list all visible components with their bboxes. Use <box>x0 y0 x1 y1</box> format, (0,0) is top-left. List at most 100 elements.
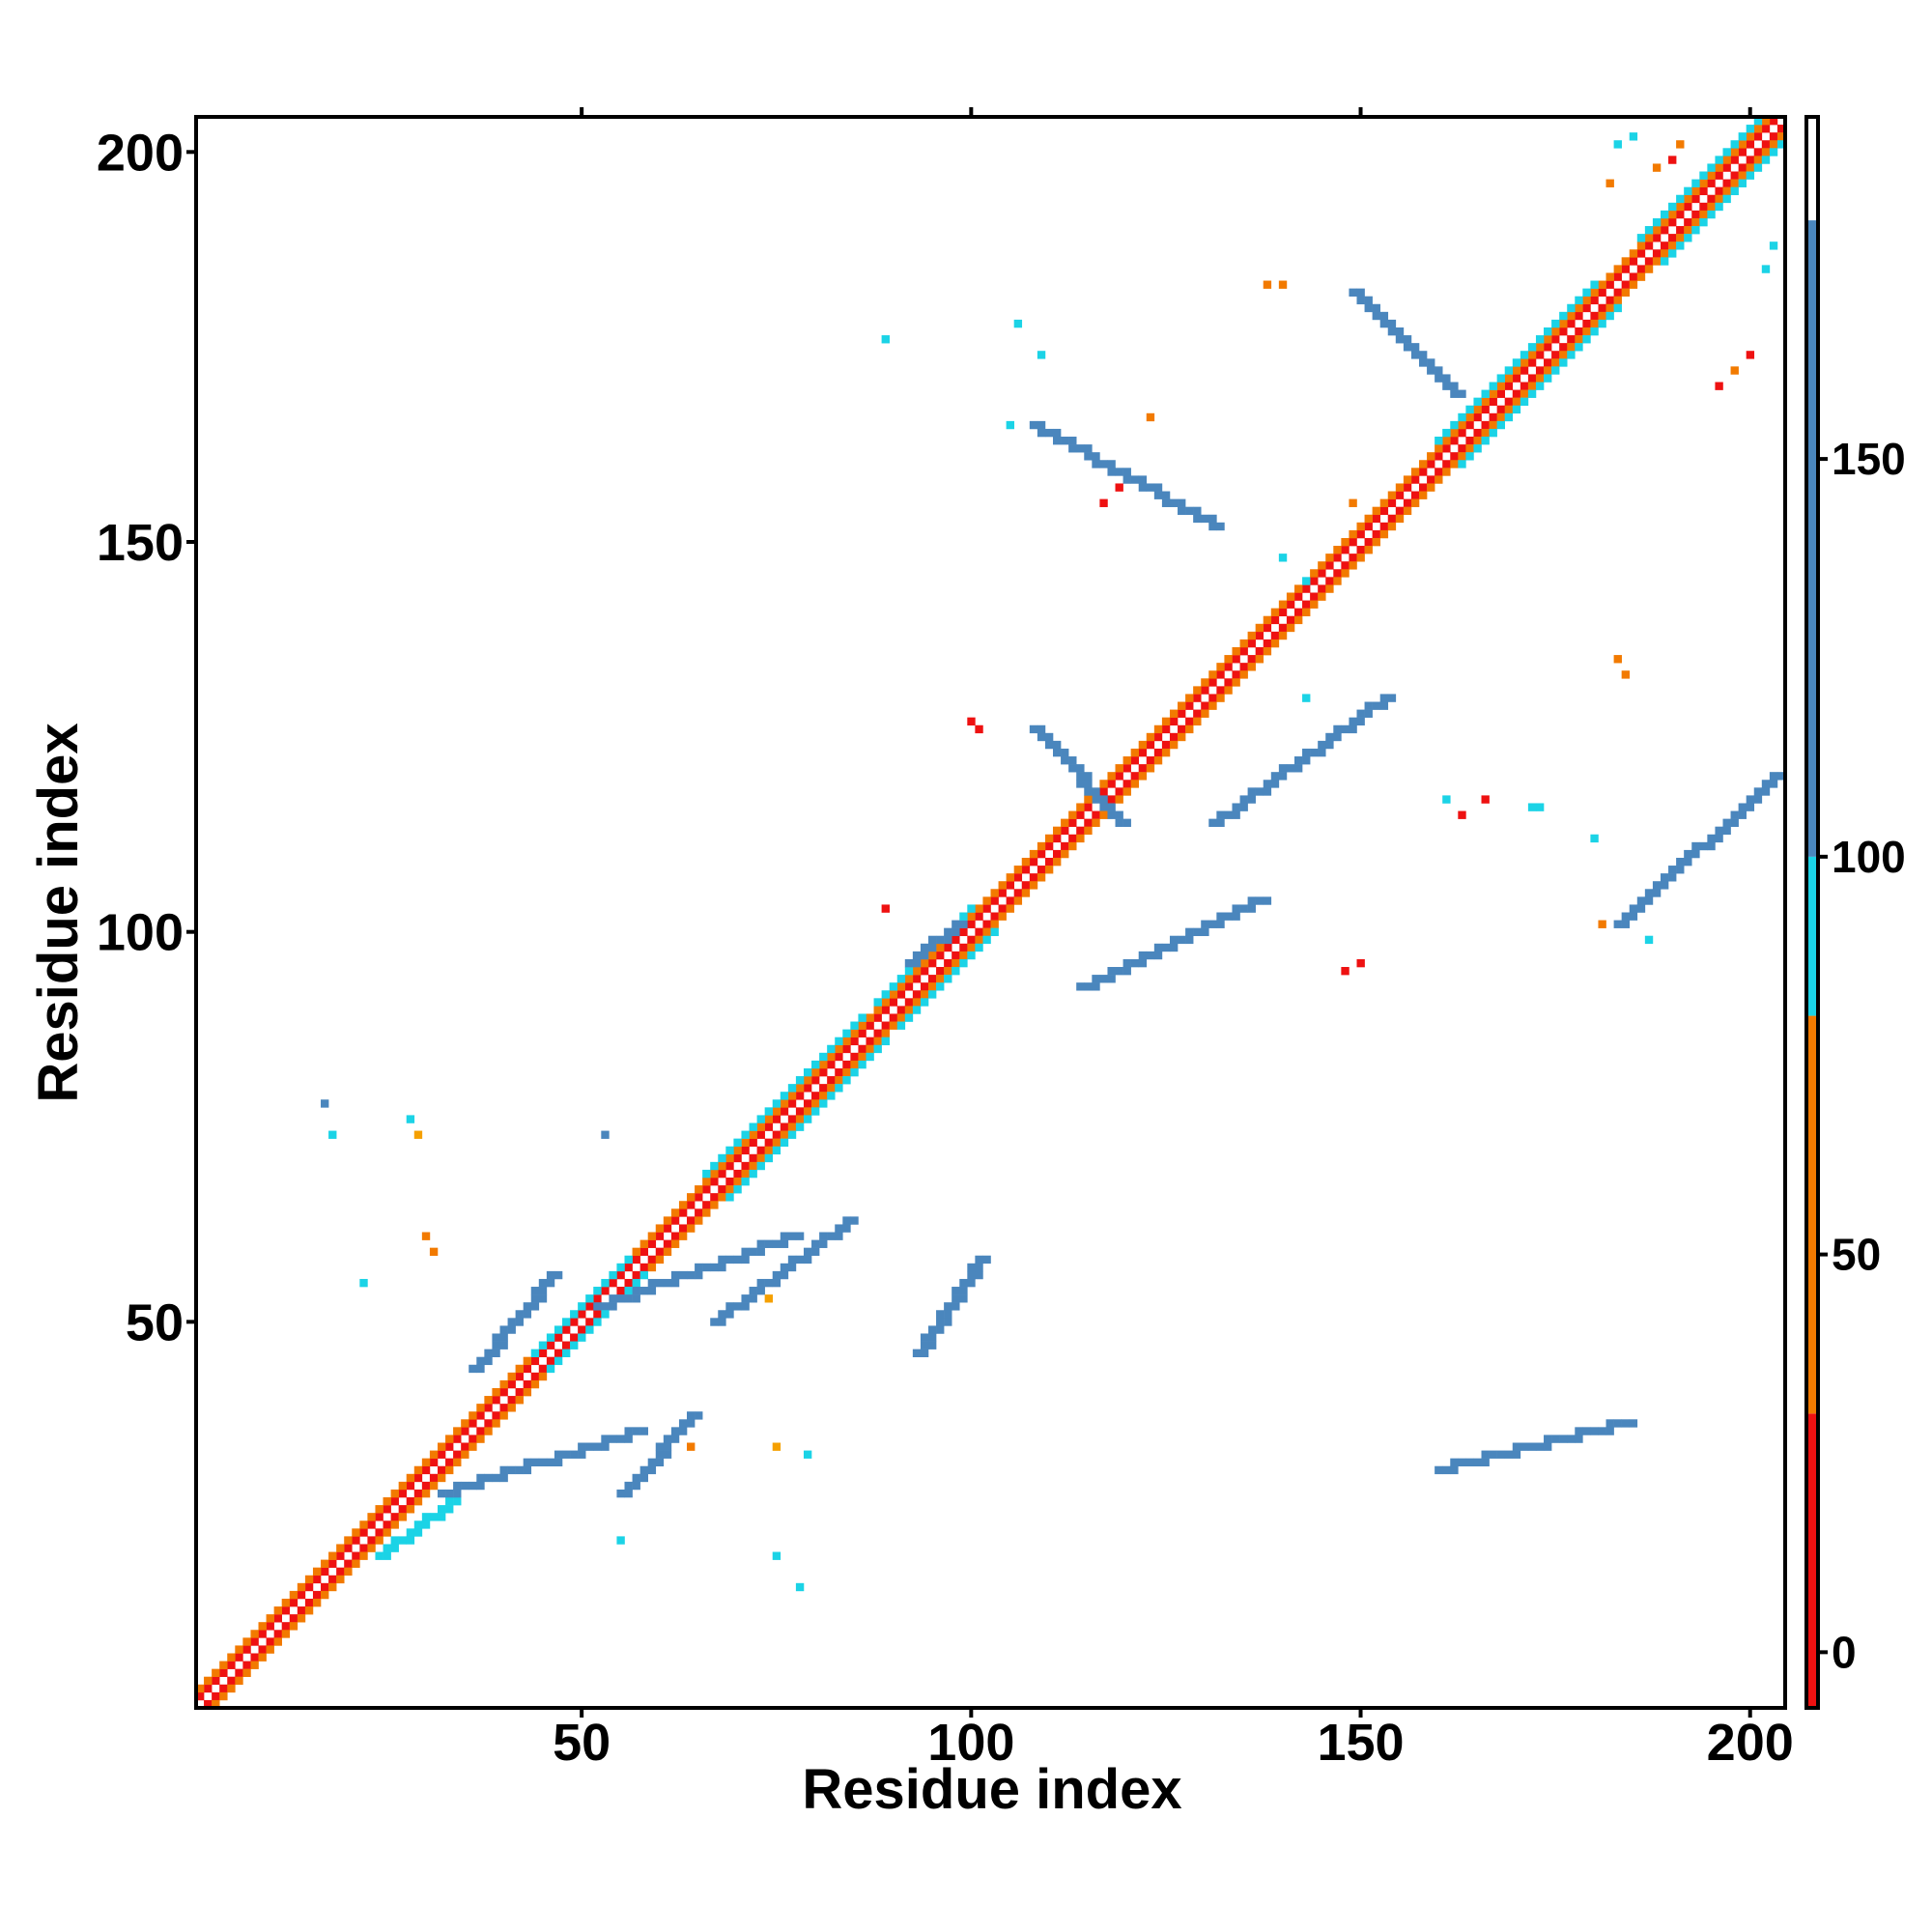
heatmap-cell <box>920 998 929 1007</box>
heatmap-cell <box>1481 437 1490 445</box>
heatmap-cell <box>1427 358 1435 367</box>
heatmap-cell <box>601 1130 610 1139</box>
heatmap-cell <box>927 990 937 999</box>
heatmap-cell <box>1691 849 1700 859</box>
heatmap-cell <box>1730 366 1739 375</box>
heatmap-cell <box>647 1239 657 1248</box>
heatmap-cell <box>967 1270 976 1280</box>
heatmap-cell <box>1551 366 1560 375</box>
heatmap-cell <box>1435 366 1443 375</box>
heatmap-cell <box>1115 787 1123 796</box>
heatmap-cell <box>1753 795 1763 804</box>
heatmap-cell <box>538 1349 548 1357</box>
heatmap-cell <box>1442 374 1451 383</box>
heatmap-cell <box>889 982 898 991</box>
heatmap-cell <box>1161 943 1171 952</box>
heatmap-cell <box>639 1263 648 1272</box>
heatmap-cell <box>819 1052 828 1062</box>
heatmap-cell <box>1185 717 1194 726</box>
heatmap-cell <box>1364 709 1373 718</box>
heatmap-cell <box>655 1458 665 1467</box>
heatmap-cell <box>1387 498 1397 507</box>
heatmap-cell <box>1263 615 1272 625</box>
heatmap-cell <box>1349 554 1357 562</box>
heatmap-cell <box>1465 420 1474 430</box>
heatmap-cell <box>881 998 890 1007</box>
heatmap-cell <box>352 1528 360 1537</box>
heatmap-cell <box>1598 1427 1606 1435</box>
heatmap-cell <box>1037 841 1046 851</box>
heatmap-cell <box>927 951 937 960</box>
heatmap-cell <box>912 1006 922 1014</box>
heatmap-cell <box>670 1270 680 1280</box>
heatmap-cell <box>1496 420 1505 430</box>
heatmap-cell <box>1590 834 1599 843</box>
heatmap-cell <box>1372 514 1380 524</box>
heatmap-cell <box>530 1294 540 1303</box>
heatmap-cell <box>1644 257 1654 266</box>
heatmap-cell <box>499 1333 508 1342</box>
heatmap-cell <box>1302 748 1311 757</box>
heatmap-cell <box>1590 296 1599 305</box>
heatmap-cell <box>204 1676 213 1686</box>
heatmap-cell <box>227 1684 236 1693</box>
heatmap-cell <box>1099 787 1108 796</box>
heatmap-cell <box>881 1021 890 1030</box>
heatmap-cell <box>304 1606 314 1615</box>
heatmap-cell <box>889 998 898 1007</box>
heatmap-cell <box>469 1411 477 1420</box>
heatmap-cell <box>1660 217 1669 227</box>
heatmap-cell <box>866 1021 874 1030</box>
heatmap-cell <box>663 1239 672 1248</box>
heatmap-cell <box>1613 288 1622 297</box>
heatmap-cell <box>624 1263 633 1272</box>
heatmap-cell <box>1715 834 1723 843</box>
heatmap-cell <box>936 951 945 960</box>
heatmap-cell <box>554 1450 563 1459</box>
heatmap-cell <box>982 927 991 937</box>
heatmap-cell <box>1691 226 1700 235</box>
heatmap-cell <box>266 1622 274 1631</box>
heatmap-cell <box>975 1270 983 1280</box>
heatmap-cell <box>952 920 960 928</box>
heatmap-cell <box>289 1614 298 1623</box>
heatmap-cell <box>663 1224 672 1233</box>
heatmap-cell <box>1247 631 1256 640</box>
heatmap-cell <box>975 943 983 952</box>
heatmap-cell <box>492 1333 500 1342</box>
heatmap-cell <box>1691 194 1700 204</box>
heatmap-cell <box>1286 615 1295 625</box>
heatmap-cell <box>1410 468 1420 476</box>
heatmap-cell <box>1263 787 1272 796</box>
heatmap-cell <box>764 1107 774 1116</box>
heatmap-cell <box>772 1146 781 1155</box>
heatmap-cell <box>538 1294 548 1303</box>
heatmap-cell <box>772 1270 781 1280</box>
heatmap-cell <box>1387 522 1397 531</box>
heatmap-cell <box>1232 912 1240 921</box>
heatmap-cell <box>1676 234 1685 242</box>
heatmap-cell <box>546 1333 555 1342</box>
heatmap-cell <box>492 1349 500 1357</box>
heatmap-cell <box>1730 140 1739 149</box>
heatmap-cell <box>413 1497 423 1506</box>
heatmap-cell <box>850 1067 859 1077</box>
heatmap-cell <box>1707 179 1716 187</box>
heatmap-cell <box>1753 787 1763 796</box>
heatmap-cell <box>507 1325 516 1334</box>
heatmap-cell <box>1208 670 1217 679</box>
heatmap-cell <box>1450 452 1459 461</box>
heatmap-cell <box>499 1411 508 1420</box>
heatmap-cell <box>1544 1442 1552 1451</box>
heatmap-cell <box>1504 397 1514 407</box>
heatmap-cell <box>1590 1427 1599 1435</box>
heatmap-cell <box>1115 810 1123 819</box>
heatmap-cell <box>1527 803 1537 811</box>
heatmap-cell <box>1605 1427 1614 1435</box>
heatmap-cell <box>1544 335 1552 344</box>
heatmap-cell <box>1178 701 1186 710</box>
heatmap-cell <box>1122 468 1131 476</box>
heatmap-cell <box>453 1481 462 1491</box>
heatmap-cell <box>1061 818 1069 827</box>
heatmap-cell <box>1699 210 1708 219</box>
